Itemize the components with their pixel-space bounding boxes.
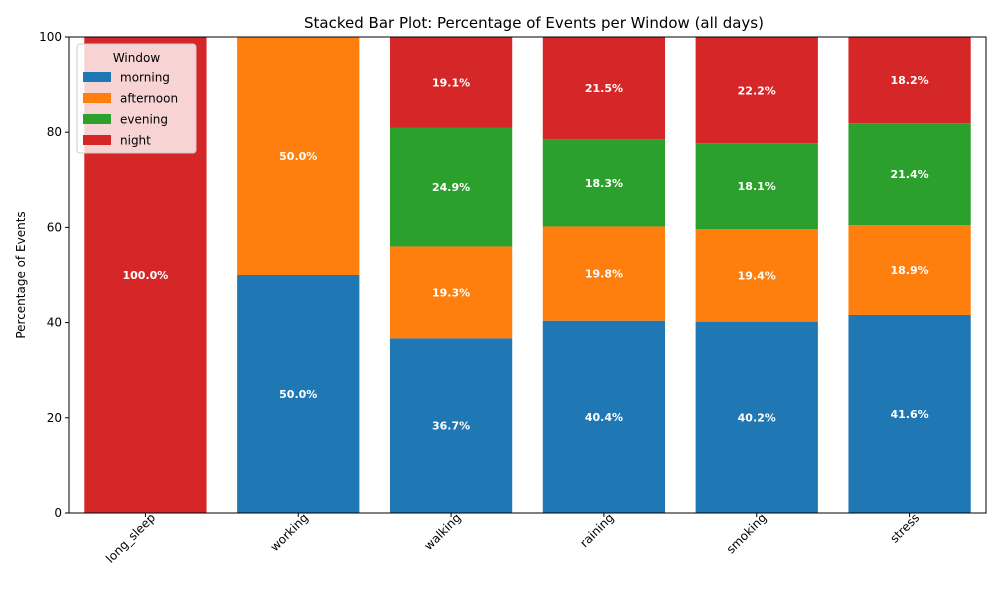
x-tick-label-smoking: smoking bbox=[724, 511, 770, 557]
bar-smoking-evening bbox=[695, 143, 818, 230]
legend-label-morning: morning bbox=[120, 71, 170, 85]
bar-label-smoking-evening: 18.1% bbox=[738, 180, 776, 193]
x-tick-label-long_sleep: long_sleep bbox=[103, 511, 158, 566]
legend-title: Window bbox=[113, 51, 161, 65]
bar-label-stress-evening: 21.4% bbox=[890, 168, 928, 181]
x-tick-label-working: working bbox=[267, 511, 311, 555]
bar-label-long_sleep-night: 100.0% bbox=[123, 269, 169, 282]
y-axis-label: Percentage of Events bbox=[14, 211, 28, 338]
bar-walking-evening bbox=[389, 127, 513, 247]
legend-swatch-afternoon bbox=[83, 93, 111, 103]
bar-stress-evening bbox=[848, 123, 971, 226]
plot-frame bbox=[68, 36, 987, 514]
bar-working-morning bbox=[237, 275, 360, 513]
x-tick-label-stress: stress bbox=[887, 511, 922, 546]
bar-working-afternoon bbox=[237, 37, 360, 275]
legend-label-evening: evening bbox=[120, 113, 168, 127]
bar-label-stress-afternoon: 18.9% bbox=[890, 264, 928, 277]
bar-raining-afternoon bbox=[542, 226, 666, 321]
bar-stress-morning bbox=[848, 314, 971, 513]
legend-box bbox=[76, 43, 197, 154]
bar-stress-afternoon bbox=[848, 225, 971, 315]
legend-swatch-night bbox=[83, 135, 111, 145]
bar-label-smoking-afternoon: 19.4% bbox=[738, 269, 776, 282]
y-tick-label: 60 bbox=[47, 220, 62, 234]
bar-label-walking-night: 19.1% bbox=[432, 76, 470, 89]
bar-smoking-afternoon bbox=[695, 229, 818, 322]
bar-raining-night bbox=[542, 37, 666, 140]
bars-group bbox=[84, 36, 971, 513]
bar-walking-night bbox=[389, 37, 513, 128]
bar-label-stress-morning: 41.6% bbox=[890, 408, 928, 421]
bar-label-raining-afternoon: 19.8% bbox=[585, 268, 623, 281]
x-tick-label-raining: raining bbox=[577, 511, 616, 550]
bar-raining-morning bbox=[542, 320, 666, 513]
bar-label-working-morning: 50.0% bbox=[279, 388, 317, 401]
legend-label-afternoon: afternoon bbox=[120, 92, 178, 106]
bar-label-raining-night: 21.5% bbox=[585, 82, 623, 95]
bar-smoking-night bbox=[695, 37, 818, 144]
bar-walking-afternoon bbox=[389, 246, 513, 339]
legend-swatch-morning bbox=[83, 72, 111, 82]
bar-label-smoking-morning: 40.2% bbox=[738, 411, 776, 424]
y-tick-label: 20 bbox=[47, 411, 62, 425]
bar-label-smoking-night: 22.2% bbox=[738, 84, 776, 97]
bar-label-walking-evening: 24.9% bbox=[432, 181, 470, 194]
bar-labels-group: 100.0% 50.0% 50.0% 36.7% 19.3% 24.9% 19.1% 40.4… bbox=[123, 74, 929, 433]
bar-label-raining-evening: 18.3% bbox=[585, 177, 623, 190]
bar-raining-evening bbox=[542, 139, 666, 227]
legend: Window morning afternoon evening night bbox=[76, 43, 197, 154]
y-tick-label: 80 bbox=[47, 125, 62, 139]
legend-label-night: night bbox=[120, 134, 151, 148]
legend-swatch-evening bbox=[83, 114, 111, 124]
bar-stress-night bbox=[848, 36, 971, 124]
y-tick-label: 0 bbox=[54, 506, 62, 520]
chart-title: Stacked Bar Plot: Percentage of Events p… bbox=[304, 14, 764, 32]
bar-label-raining-morning: 40.4% bbox=[585, 411, 623, 424]
bar-smoking-morning bbox=[695, 321, 818, 513]
x-tick-label-walking: walking bbox=[421, 511, 463, 553]
bar-label-stress-night: 18.2% bbox=[890, 74, 928, 87]
y-tick-label: 40 bbox=[47, 316, 62, 330]
bar-label-working-afternoon: 50.0% bbox=[279, 150, 317, 163]
bar-label-walking-morning: 36.7% bbox=[432, 420, 470, 433]
y-tick-label: 100 bbox=[39, 30, 62, 44]
bar-walking-morning bbox=[389, 338, 513, 513]
bar-label-walking-afternoon: 19.3% bbox=[432, 286, 470, 299]
